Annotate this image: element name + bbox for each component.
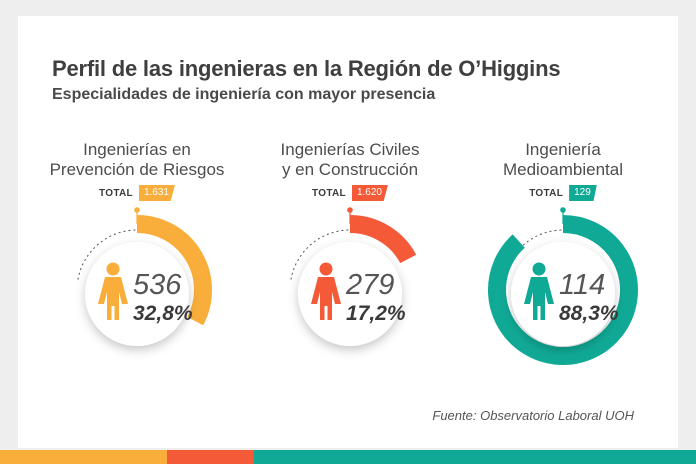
total-label: TOTAL bbox=[529, 187, 564, 199]
footer-stripe bbox=[167, 450, 254, 464]
progress-arc bbox=[488, 215, 638, 365]
category-name-line: Ingenierías Civiles bbox=[280, 140, 420, 159]
percent-value: 88,3% bbox=[559, 302, 619, 325]
woman-icon bbox=[98, 262, 128, 320]
category-name: Ingeniería Medioambiental bbox=[458, 140, 668, 180]
total-label: TOTAL bbox=[312, 187, 346, 199]
leader-dot bbox=[134, 207, 140, 213]
progress-arc bbox=[136, 215, 212, 326]
total-badge: 1.631 bbox=[138, 185, 175, 201]
dashed-guide bbox=[77, 229, 138, 280]
percent-value: 32,8% bbox=[133, 302, 193, 325]
count-value: 536 bbox=[133, 269, 182, 301]
total-label: TOTAL bbox=[99, 187, 133, 199]
page-title: Perfil de las ingenieras en la Región de… bbox=[52, 56, 561, 81]
footer-stripe bbox=[254, 450, 696, 464]
page-subtitle: Especialidades de ingeniería con mayor p… bbox=[52, 86, 436, 103]
category-name-line: Medioambiental bbox=[502, 160, 623, 179]
category-name: Ingenierías Civiles y en Construcción bbox=[245, 140, 455, 180]
leader-dot bbox=[347, 207, 353, 213]
category-panel: Ingenierías Civiles y en Construcción TOTA… bbox=[245, 0, 455, 464]
radial-chart bbox=[488, 207, 638, 365]
category-name-line: y en Construcción bbox=[281, 160, 419, 179]
progress-arc bbox=[349, 215, 417, 264]
category-panel: Ingeniería Medioambiental TOTAL 129 114 88,3% bbox=[458, 0, 668, 464]
woman-icon bbox=[311, 262, 341, 320]
total-row: TOTAL 129 bbox=[458, 185, 668, 201]
category-name: Ingenierías en Prevención de Riesgos bbox=[32, 140, 242, 180]
count-value: 114 bbox=[559, 269, 606, 301]
total-badge: 129 bbox=[569, 185, 597, 201]
percent-value: 17,2% bbox=[346, 302, 406, 325]
radial-chart bbox=[290, 207, 417, 346]
category-name-line: Ingenierías en bbox=[83, 140, 191, 159]
total-row: TOTAL 1.620 bbox=[245, 185, 455, 201]
category-name-line: Ingeniería bbox=[525, 140, 601, 159]
total-badge: 1.620 bbox=[351, 185, 388, 201]
radial-chart bbox=[77, 207, 212, 346]
woman-icon bbox=[524, 262, 554, 320]
leader-dot bbox=[560, 207, 566, 213]
category-name-line: Prevención de Riesgos bbox=[49, 160, 225, 179]
source-note: Fuente: Observatorio Laboral UOH bbox=[432, 408, 634, 423]
count-value: 279 bbox=[346, 269, 395, 301]
total-row: TOTAL 1.631 bbox=[32, 185, 242, 201]
dashed-guide bbox=[503, 229, 564, 280]
dashed-guide bbox=[290, 229, 351, 280]
category-panel: Ingenierías en Prevención de Riesgos TOTAL… bbox=[32, 0, 242, 464]
footer-stripe bbox=[0, 450, 167, 464]
